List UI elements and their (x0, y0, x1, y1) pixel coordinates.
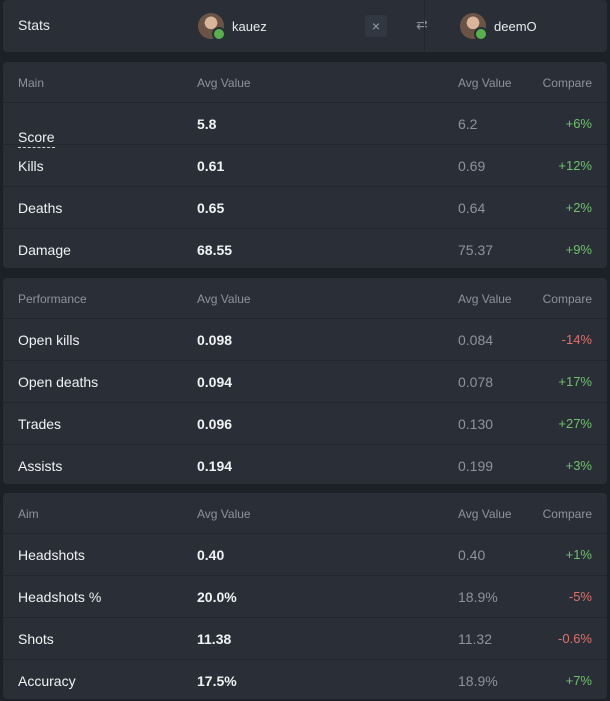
col-header-compare: Compare (542, 507, 592, 521)
stat-label: Accuracy (18, 673, 76, 689)
stat-label: Kills (18, 158, 44, 174)
player1-value: 0.61 (197, 158, 225, 174)
section-header: Main Avg Value Avg Value Compare (3, 62, 607, 102)
stat-label: Open kills (18, 332, 80, 348)
col-header-player2: Avg Value (458, 507, 512, 521)
table-row: Damage 68.55 75.37 +9% (3, 228, 607, 270)
player2-name: deemO (494, 18, 537, 34)
section-title: Performance (18, 292, 87, 306)
compare-value: +6% (565, 116, 592, 131)
compare-value: +2% (565, 200, 592, 215)
player1-value: 11.38 (197, 631, 232, 647)
table-row: Trades 0.096 0.130 +27% (3, 402, 607, 444)
stats-header: Stats kauez × ⇄ deemO (3, 0, 607, 52)
player2-avatar (460, 13, 488, 41)
col-header-compare: Compare (542, 292, 592, 306)
col-header-player2: Avg Value (458, 292, 512, 306)
table-row: Shots 11.38 11.32 -0.6% (3, 617, 607, 659)
player1-value: 5.8 (197, 116, 217, 132)
compare-value: -14% (561, 332, 592, 347)
player1-value: 20.0% (197, 589, 237, 605)
col-header-player2: Avg Value (458, 76, 512, 90)
compare-value: +3% (565, 458, 592, 473)
player2[interactable]: deemO (460, 10, 537, 42)
player2-value: 18.9% (458, 673, 498, 689)
player2-value: 0.130 (458, 416, 494, 432)
compare-value: +1% (565, 547, 592, 562)
player1[interactable]: kauez (198, 10, 267, 42)
section-performance: Performance Avg Value Avg Value Compare … (3, 278, 607, 484)
player2-value: 0.40 (458, 547, 486, 563)
player1-value: 0.40 (197, 547, 225, 563)
player1-name: kauez (232, 18, 267, 34)
stat-label: Trades (18, 416, 62, 432)
compare-value: -5% (568, 589, 592, 604)
table-row: Assists 0.194 0.199 +3% (3, 444, 607, 486)
stat-label-text[interactable]: Score (18, 129, 55, 148)
divider (424, 0, 425, 52)
section-header: Aim Avg Value Avg Value Compare (3, 493, 607, 533)
compare-value: +9% (565, 242, 592, 257)
player1-value: 0.65 (197, 200, 225, 216)
section-aim: Aim Avg Value Avg Value Compare Headshot… (3, 493, 607, 699)
player2-value: 0.078 (458, 374, 494, 390)
table-row: Headshots 0.40 0.40 +1% (3, 533, 607, 575)
table-row: Accuracy 17.5% 18.9% +7% (3, 659, 607, 701)
stat-label: Open deaths (18, 374, 99, 390)
col-header-player1: Avg Value (197, 76, 251, 90)
compare-value: +7% (565, 673, 592, 688)
player2-value: 0.199 (458, 458, 494, 474)
player2-value: 75.37 (458, 242, 494, 258)
compare-value: +17% (558, 374, 592, 389)
player1-avatar (198, 13, 226, 41)
table-row: Score 5.8 6.2 +6% (3, 102, 607, 148)
col-header-player1: Avg Value (197, 292, 251, 306)
stat-label: Headshots % (18, 589, 102, 605)
swap-players-icon[interactable]: ⇄ (416, 16, 428, 32)
stat-label: Deaths (18, 200, 63, 216)
player2-value: 18.9% (458, 589, 498, 605)
stat-label: Damage (18, 242, 71, 258)
col-header-compare: Compare (542, 76, 592, 90)
close-icon: × (371, 18, 381, 34)
section-title: Main (18, 76, 45, 90)
player2-value: 6.2 (458, 116, 478, 132)
stat-label: Assists (18, 458, 63, 474)
compare-value: -0.6% (558, 631, 592, 646)
player2-value: 0.64 (458, 200, 486, 216)
player1-value: 0.094 (197, 374, 233, 390)
player2-value: 11.32 (458, 631, 492, 647)
player1-value: 17.5% (197, 673, 237, 689)
table-row: Open deaths 0.094 0.078 +17% (3, 360, 607, 402)
online-badge-icon (474, 27, 488, 41)
table-row: Headshots % 20.0% 18.9% -5% (3, 575, 607, 617)
stat-label: Shots (18, 631, 54, 647)
compare-value: +27% (558, 416, 592, 431)
player2-value: 0.084 (458, 332, 494, 348)
section-title: Aim (18, 507, 39, 521)
table-row: Deaths 0.65 0.64 +2% (3, 186, 607, 228)
player1-value: 68.55 (197, 242, 233, 258)
player2-value: 0.69 (458, 158, 486, 174)
player1-value: 0.098 (197, 332, 233, 348)
section-header: Performance Avg Value Avg Value Compare (3, 278, 607, 318)
table-row: Kills 0.61 0.69 +12% (3, 144, 607, 186)
player1-value: 0.096 (197, 416, 233, 432)
page-title: Stats (18, 17, 50, 33)
table-row: Open kills 0.098 0.084 -14% (3, 318, 607, 360)
stat-label: Headshots (18, 547, 85, 563)
compare-value: +12% (558, 158, 592, 173)
col-header-player1: Avg Value (197, 507, 251, 521)
section-main: Main Avg Value Avg Value Compare Score 5… (3, 62, 607, 268)
remove-player-button[interactable]: × (365, 15, 387, 37)
online-badge-icon (212, 27, 226, 41)
player1-value: 0.194 (197, 458, 233, 474)
